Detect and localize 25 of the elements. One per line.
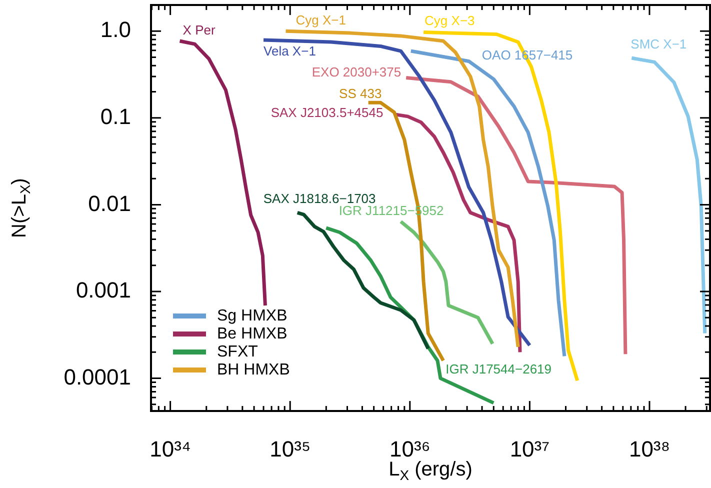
legend-label: SFXT	[217, 343, 258, 360]
y-tick-label: 0.0001	[64, 364, 131, 390]
series-label: Vela X−1	[264, 44, 316, 59]
y-axis-title: N(>LX)	[8, 178, 33, 238]
series-label: X Per	[182, 22, 216, 38]
series-label: Cyg X−3	[424, 12, 475, 28]
series-label: SAX J1818.6−1703	[263, 191, 376, 206]
series-label: Cyg X−1	[296, 12, 346, 28]
x-tick-label: 10³⁴	[150, 436, 191, 462]
x-tick-label: 10³⁶	[389, 436, 430, 462]
series-label: SMC X−1	[630, 36, 687, 52]
series-label: SS 433	[339, 86, 382, 102]
legend-label: Be HMXB	[217, 325, 288, 342]
y-tick-label: 0.001	[76, 278, 131, 303]
legend-label: BH HMXB	[217, 361, 290, 378]
y-tick-label: 0.01	[88, 190, 131, 216]
x-tick-label: 10³⁵	[270, 436, 311, 462]
series-label: EXO 2030+375	[312, 64, 402, 80]
y-tick-label: 1.0	[100, 17, 131, 42]
series-label: SAX J2103.5+4545	[270, 104, 384, 120]
legend-label: Sg HMXB	[217, 307, 288, 324]
x-tick-label: 10³⁸	[628, 436, 670, 462]
series-label: IGR J17544−2619	[446, 362, 552, 377]
x-tick-label: 10³⁷	[510, 436, 550, 462]
y-tick-label: 0.1	[100, 104, 131, 129]
